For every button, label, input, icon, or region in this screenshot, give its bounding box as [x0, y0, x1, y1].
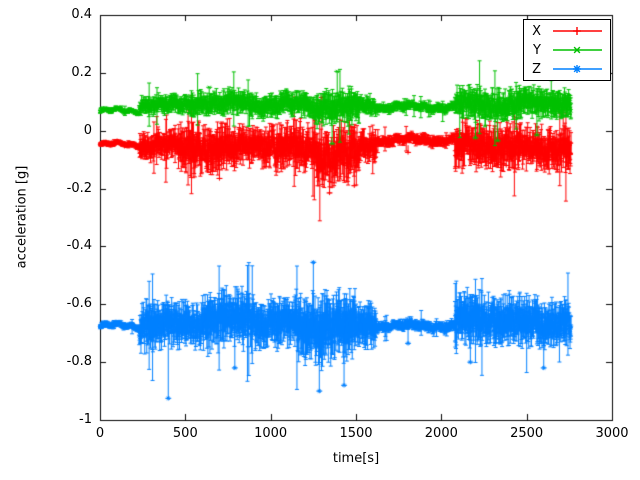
x-tick-label: 2500 — [510, 426, 544, 441]
x-axis-label: time[s] — [332, 451, 380, 466]
y-tick-label: 0.4 — [71, 7, 92, 22]
x-tick-label: 0 — [95, 426, 105, 441]
y-tick-label: -0.4 — [66, 238, 92, 254]
x-tick-label: 1500 — [339, 426, 373, 441]
y-tick-label: -0.2 — [66, 180, 92, 196]
legend-sample-z-icon — [553, 65, 602, 73]
legend-label-y: Y — [533, 42, 541, 58]
y-tick-label: 0.2 — [71, 64, 92, 80]
y-tick-label: -0.6 — [66, 296, 92, 312]
x-tick-label: 500 — [172, 426, 198, 441]
legend-item-y: Y — [532, 42, 605, 58]
chart-legend: X Y Z — [523, 19, 611, 81]
y-tick-label: -0.8 — [66, 354, 92, 370]
legend-sample-y-icon — [553, 46, 602, 54]
x-tick-label: 3000 — [595, 426, 629, 441]
legend-item-z: Z — [532, 61, 605, 77]
legend-sample-x-icon — [553, 27, 602, 35]
x-tick-label: 2000 — [424, 426, 458, 441]
x-tick-label: 1000 — [254, 426, 288, 441]
y-tick-label: 0 — [83, 122, 92, 138]
legend-label-x: X — [532, 23, 541, 39]
legend-label-z: Z — [532, 61, 541, 77]
y-tick-label: -1 — [79, 412, 92, 427]
legend-item-x: X — [532, 23, 605, 39]
